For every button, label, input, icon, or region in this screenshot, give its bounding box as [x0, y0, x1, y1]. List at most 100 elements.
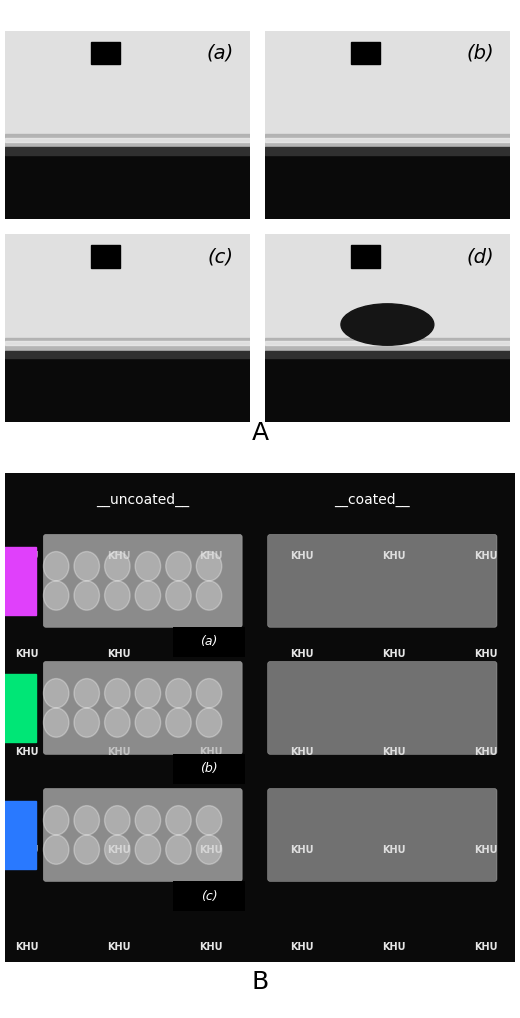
Text: B: B [251, 970, 269, 995]
Ellipse shape [135, 679, 161, 708]
Bar [5, 338, 250, 353]
Ellipse shape [74, 805, 99, 835]
Text: (c): (c) [201, 890, 217, 903]
Bar [5, 134, 250, 150]
Ellipse shape [44, 552, 69, 581]
Ellipse shape [74, 552, 99, 581]
Ellipse shape [166, 805, 191, 835]
Text: (a): (a) [200, 635, 218, 648]
Bar [5, 234, 250, 356]
Ellipse shape [166, 552, 191, 581]
Text: A: A [252, 420, 268, 445]
Text: KHU: KHU [291, 845, 314, 854]
Text: KHU: KHU [474, 747, 498, 756]
Ellipse shape [74, 679, 99, 708]
FancyBboxPatch shape [173, 882, 245, 911]
Text: __uncoated__: __uncoated__ [96, 493, 189, 507]
Text: KHU: KHU [107, 649, 131, 659]
Bar [265, 148, 510, 155]
Text: KHU: KHU [382, 649, 406, 659]
Text: KHU: KHU [474, 943, 498, 952]
Ellipse shape [74, 708, 99, 737]
FancyBboxPatch shape [268, 662, 497, 754]
Bar [5, 148, 250, 155]
Bar [90, 245, 120, 268]
Text: KHU: KHU [291, 747, 314, 756]
Text: KHU: KHU [107, 747, 131, 756]
Text: KHU: KHU [382, 747, 406, 756]
Text: KHU: KHU [474, 552, 498, 561]
Bar [265, 341, 510, 345]
Ellipse shape [74, 835, 99, 864]
Text: KHU: KHU [199, 747, 223, 756]
Ellipse shape [196, 708, 222, 737]
Ellipse shape [44, 581, 69, 610]
FancyBboxPatch shape [173, 754, 245, 784]
Ellipse shape [341, 303, 434, 345]
Bar [5, 137, 250, 142]
Text: KHU: KHU [382, 943, 406, 952]
Text: KHU: KHU [199, 943, 223, 952]
Text: KHU: KHU [16, 747, 39, 756]
Ellipse shape [44, 679, 69, 708]
Text: KHU: KHU [382, 845, 406, 854]
Ellipse shape [105, 552, 130, 581]
Text: KHU: KHU [199, 649, 223, 659]
Ellipse shape [196, 679, 222, 708]
Ellipse shape [44, 805, 69, 835]
Ellipse shape [196, 552, 222, 581]
Ellipse shape [135, 708, 161, 737]
Ellipse shape [166, 708, 191, 737]
Ellipse shape [196, 805, 222, 835]
Text: KHU: KHU [16, 649, 39, 659]
Text: (b): (b) [200, 762, 218, 776]
Ellipse shape [135, 835, 161, 864]
Ellipse shape [105, 708, 130, 737]
Text: KHU: KHU [291, 649, 314, 659]
Ellipse shape [166, 679, 191, 708]
Ellipse shape [44, 708, 69, 737]
Bar [5, 31, 250, 153]
Text: (c): (c) [207, 247, 233, 267]
Text: KHU: KHU [199, 552, 223, 561]
Bar [0, 801, 36, 869]
Text: KHU: KHU [474, 845, 498, 854]
Bar [265, 351, 510, 358]
FancyBboxPatch shape [268, 534, 497, 627]
Text: KHU: KHU [382, 552, 406, 561]
FancyBboxPatch shape [268, 789, 497, 882]
Ellipse shape [196, 581, 222, 610]
FancyBboxPatch shape [173, 627, 245, 657]
FancyBboxPatch shape [44, 662, 242, 754]
Bar [0, 674, 36, 742]
Text: KHU: KHU [107, 845, 131, 854]
Ellipse shape [44, 835, 69, 864]
Text: KHU: KHU [16, 845, 39, 854]
Ellipse shape [105, 805, 130, 835]
Ellipse shape [105, 581, 130, 610]
Text: KHU: KHU [107, 943, 131, 952]
Ellipse shape [166, 581, 191, 610]
Bar [5, 153, 250, 219]
Text: __coated__: __coated__ [334, 493, 410, 507]
Bar [265, 31, 510, 153]
Text: KHU: KHU [16, 552, 39, 561]
Text: (d): (d) [466, 247, 494, 267]
Bar [265, 338, 510, 353]
Bar [0, 547, 36, 615]
Ellipse shape [74, 581, 99, 610]
Bar [351, 42, 380, 64]
Bar [265, 234, 510, 356]
Text: KHU: KHU [291, 943, 314, 952]
Ellipse shape [135, 805, 161, 835]
Bar [351, 245, 380, 268]
Ellipse shape [105, 835, 130, 864]
Text: KHU: KHU [16, 943, 39, 952]
Text: (a): (a) [206, 44, 234, 63]
FancyBboxPatch shape [44, 534, 242, 627]
Ellipse shape [135, 581, 161, 610]
Ellipse shape [166, 835, 191, 864]
Text: KHU: KHU [291, 552, 314, 561]
Bar [5, 341, 250, 345]
Bar [5, 351, 250, 358]
